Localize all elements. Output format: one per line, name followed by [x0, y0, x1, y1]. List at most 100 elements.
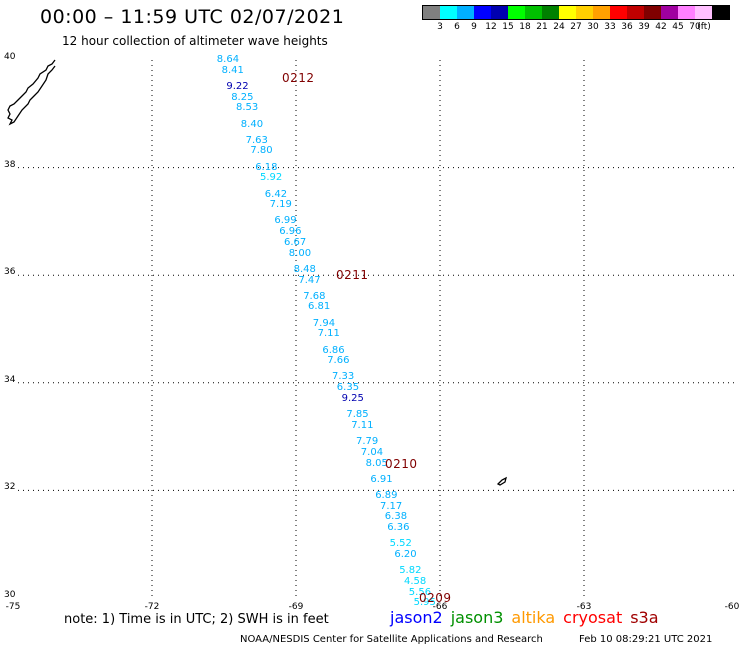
swh-value: 8.41 [221, 64, 244, 76]
legend-tick-label: 15 [502, 22, 514, 32]
lat-label: 36 [4, 267, 16, 278]
pass-time-label: 0209 [419, 591, 452, 605]
swh-value: 5.52 [389, 538, 412, 550]
legend-tick-label: 27 [570, 22, 582, 32]
legend-tick-label: 18 [519, 22, 531, 32]
legend-swatch [644, 6, 661, 19]
swh-value: 7.63 [245, 134, 268, 146]
swh-value: 5.82 [399, 565, 422, 577]
swh-value: 7.33 [332, 371, 355, 383]
lon-label: -72 [144, 602, 160, 612]
swh-value: 8.25 [231, 91, 254, 103]
swh-value: 6.99 [274, 215, 297, 227]
legend-tick-label: 21 [536, 22, 548, 32]
legend-swatch [525, 6, 542, 19]
legend-tick-label: 24 [553, 22, 565, 32]
legend-tick-label: 12 [485, 22, 497, 32]
swh-value: 9.25 [341, 392, 364, 404]
legend-tick-label: 70 [689, 22, 701, 32]
page-title: 00:00 – 11:59 UTC 02/07/2021 [40, 6, 345, 28]
coastline-us [7, 59, 56, 126]
legend-swatch [508, 6, 525, 19]
color-legend: 3 6 9 12 15 18 21 24 27 30 33 36 39 42 45 70 (ft) [422, 5, 730, 34]
swh-value: 6.91 [370, 473, 393, 485]
swh-value: 4.58 [404, 575, 427, 587]
pass-time-label: 0212 [282, 71, 315, 85]
legend-swatch [491, 6, 508, 19]
swh-value: 6.81 [308, 301, 331, 313]
swh-value: 6.38 [384, 511, 408, 523]
swh-value: 5.95 [413, 597, 436, 609]
legend-swatch [440, 6, 457, 19]
swh-value: 7.66 [327, 355, 350, 367]
footnote: note: 1) Time is in UTC; 2) SWH is in fe… [64, 612, 329, 627]
swh-value: 7.94 [312, 317, 336, 329]
lat-label: 40 [4, 52, 16, 62]
pass-time-label: 0210 [385, 457, 418, 471]
legend-tick-label: 42 [655, 22, 667, 32]
timestamp: Feb 10 08:29:21 UTC 2021 [579, 634, 713, 645]
swh-value: 6.96 [279, 226, 302, 238]
pass-time-label: 0211 [336, 268, 369, 282]
lon-label: -75 [5, 602, 21, 612]
legend-unit: (ft) [697, 22, 711, 32]
legend-swatch [712, 6, 729, 19]
legend-swatch [457, 6, 474, 19]
swh-value: 6.35 [336, 382, 360, 394]
swh-value: 7.04 [360, 446, 384, 458]
swh-value: 7.17 [380, 500, 403, 512]
legend-swatch [576, 6, 593, 19]
swh-value: 6.42 [264, 188, 288, 200]
legend-swatch [474, 6, 491, 19]
swh-value: 6.36 [387, 522, 410, 534]
swh-value: 6.67 [284, 236, 307, 248]
page-subtitle: 12 hour collection of altimeter wave hei… [62, 34, 328, 48]
graticule [18, 60, 735, 598]
swh-value: 7.11 [317, 328, 340, 340]
swh-value: 7.85 [346, 409, 369, 421]
legend-swatch [678, 6, 695, 19]
lat-label: 32 [4, 482, 16, 493]
satellite-jason3: jason3 [450, 608, 504, 627]
legend-tick-label: 33 [604, 22, 616, 32]
swh-value: 8.53 [236, 102, 259, 114]
swh-value: 7.47 [298, 274, 321, 286]
swh-value: 5.92 [260, 172, 283, 184]
swh-value: 7.11 [351, 419, 374, 431]
legend-tick-label: 45 [672, 22, 684, 32]
legend-tick-label: 39 [638, 22, 650, 32]
lat-label: 30 [4, 590, 16, 600]
satellite-cryosat: cryosat [563, 608, 623, 627]
legend-swatch [661, 6, 678, 19]
legend-tick-label: 9 [471, 22, 477, 32]
swh-value: 8.00 [288, 247, 312, 259]
swh-value: 8.48 [293, 263, 316, 275]
swh-value: 8.64 [216, 54, 240, 65]
swh-value: 6.86 [322, 344, 345, 356]
legend-swatch [559, 6, 576, 19]
lon-label: -60 [724, 602, 740, 612]
lat-label: 38 [4, 159, 16, 170]
swh-value: 6.89 [375, 489, 398, 501]
swh-value: 9.22 [226, 80, 249, 92]
legend-swatch [423, 6, 440, 19]
coastline [7, 59, 507, 486]
legend-ticks: 3 6 9 12 15 18 21 24 27 30 33 36 39 42 45 70 (ft) [422, 20, 730, 34]
legend-tick-label: 6 [454, 22, 460, 32]
legend-tick-label: 30 [587, 22, 599, 32]
swh-value: 8.40 [240, 118, 264, 130]
legend-swatch [610, 6, 627, 19]
swh-value: 7.79 [356, 435, 379, 447]
swh-value: 7.19 [269, 199, 292, 211]
satellite-altika: altika [511, 608, 556, 627]
lon-label: -66 [432, 602, 448, 612]
swh-value: 6.20 [394, 548, 417, 560]
lat-label: 34 [4, 374, 16, 385]
swh-value: 8.05 [365, 457, 388, 469]
island-bermuda [496, 476, 507, 486]
credit-line: NOAA/NESDIS Center for Satellite Applica… [240, 634, 543, 645]
satellite-s3a: s3a [630, 608, 659, 627]
legend-swatches [422, 5, 730, 20]
swh-value: 7.80 [250, 145, 273, 157]
